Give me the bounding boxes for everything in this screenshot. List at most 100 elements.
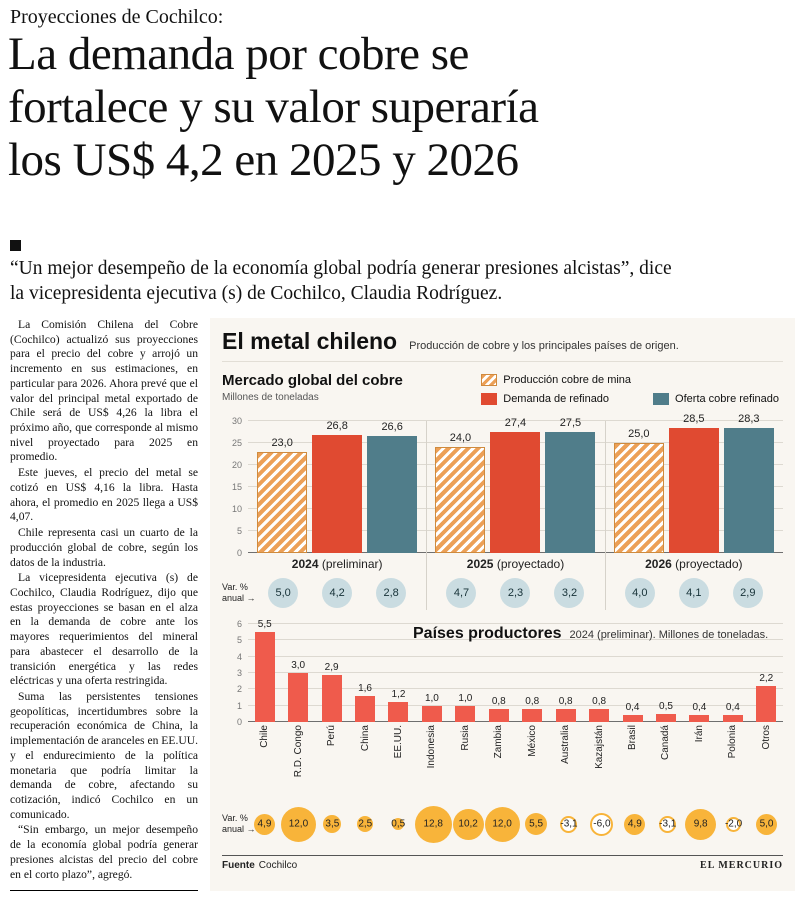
country-label-cell: Perú xyxy=(315,725,348,803)
group-note: (preliminar) xyxy=(318,557,383,571)
var-circle-label: 2,5 xyxy=(358,818,373,830)
bar-slot: 24,0 xyxy=(435,421,486,553)
y-tick-label: 1 xyxy=(236,700,242,711)
producers-plot: Países productores 2024 (preliminar). Mi… xyxy=(248,619,783,722)
bar-value-label: 28,5 xyxy=(683,412,705,425)
bar-value-label: 0,5 xyxy=(659,700,673,712)
y-tick-label: 4 xyxy=(236,651,242,662)
headline: La demanda por cobre se fortalece y su v… xyxy=(8,28,539,187)
y-tick-label: 6 xyxy=(236,619,242,629)
var-circle-label: 4,9 xyxy=(257,818,272,830)
producers-chart: 0 1 2 3 4 5 6 Países productores 2024 (prelimi… xyxy=(222,619,783,845)
gridline xyxy=(248,688,783,690)
y-tick-label: 15 xyxy=(231,482,242,492)
bar-value-label: 25,0 xyxy=(628,428,650,440)
infographic-panel: El metal chileno Producción de cobre y l… xyxy=(210,318,795,892)
var-circle: 4,2 xyxy=(322,578,353,608)
var-group: 4,7 2,3 3,2 xyxy=(426,578,604,608)
gridline xyxy=(248,420,783,421)
country-label: China xyxy=(359,725,371,752)
bar-group: 23,0 26,8 26,6 xyxy=(248,420,426,553)
y-tick-label: 10 xyxy=(231,504,242,514)
group-label: 2026 (proyectado) xyxy=(605,557,783,571)
global-yaxis: 0 5 10 15 20 25 30 xyxy=(222,416,242,558)
producer-bar xyxy=(488,708,509,722)
bar-value-label: 5,5 xyxy=(257,619,272,631)
producers-var-row: Var. % anual → 4,9 12,0 3,5 2,5 0,5 12,8 10,2 1… xyxy=(222,803,783,845)
gridline xyxy=(248,704,783,706)
producer-bar xyxy=(455,705,476,722)
producer-bar xyxy=(689,715,710,722)
var-circle-label: -2,0 xyxy=(724,818,743,830)
bar-slot: 23,0 xyxy=(257,421,308,553)
var-circle-cell: 2,5 xyxy=(357,816,374,832)
var-circle-cell: 5,5 xyxy=(525,813,548,835)
legend-item: Demanda de refinado xyxy=(481,393,631,405)
var-circle: 10,2 xyxy=(452,808,484,840)
article-body: La Comisión Chilena del Cobre (Cochilco)… xyxy=(10,318,198,892)
country-label-cell: Polonia xyxy=(716,725,749,803)
country-label: R.D. Congo xyxy=(292,725,304,778)
var-circle-label: 10,2 xyxy=(458,818,478,830)
producers-gridlines xyxy=(248,623,783,722)
bar-value-label: 2,2 xyxy=(759,673,774,685)
bar-value-label: 0,4 xyxy=(625,702,640,714)
kicker: Proyecciones de Cochilco: xyxy=(10,6,224,28)
producers-bars: 5,5 3,0 2,9 1,6 1,2 1,0 1,0 0,8 0,8 0,8 0,8 0,4 0,5 0… xyxy=(248,619,783,722)
var-circle-cell: -3,1 xyxy=(560,815,578,833)
bar-slot: 5,5 xyxy=(248,619,281,722)
var-label-line1: Var. % xyxy=(222,582,248,593)
var-circle-cell: 0,5 xyxy=(391,818,405,830)
y-tick-label: 0 xyxy=(236,717,242,727)
global-plot: 23,0 26,8 26,6 24,0 27,4 27,5 25,0 28,5 28,3 xyxy=(248,413,783,553)
var-circle-label: 12,0 xyxy=(492,818,512,830)
bar-value-label: 23,0 xyxy=(271,436,293,449)
var-circle-cell: -6,0 xyxy=(590,812,614,836)
group-year: 2024 xyxy=(291,557,319,571)
country-label-cell: Indonesia xyxy=(415,725,448,803)
var-circle: 5,0 xyxy=(756,813,778,835)
var-group: 4,0 4,1 2,9 xyxy=(605,578,783,608)
var-circle-cell: 3,5 xyxy=(323,815,342,833)
bar-slot: 1,0 xyxy=(415,624,448,722)
var-circle-cell: 10,2 xyxy=(452,808,484,840)
bar-slot: 0,8 xyxy=(582,624,615,722)
bar-value-label: 26,6 xyxy=(381,420,403,433)
country-label: Polonia xyxy=(727,725,739,759)
solid-teal-bar xyxy=(545,432,596,553)
bar-slot: 26,8 xyxy=(312,420,363,553)
var-circle: 12,8 xyxy=(414,805,452,843)
group-divider xyxy=(604,421,606,610)
bar-value-label: 0,4 xyxy=(692,702,707,714)
producer-bar xyxy=(756,686,777,722)
var-circle-cell: -2,0 xyxy=(724,816,743,832)
producer-bar xyxy=(288,673,309,722)
producers-chart-title: Países productores xyxy=(413,625,562,642)
source-name: Cochilco xyxy=(258,860,298,871)
country-label-cell: Rusia xyxy=(449,725,482,803)
producer-bar xyxy=(589,708,610,722)
global-copper-chart: 0 5 10 15 20 25 30 23,0 26,8 26,6 24,0 27,4 27,5 25,… xyxy=(222,413,783,610)
legend-item: Oferta cobre refinado xyxy=(653,393,779,405)
var-label-line2: anual xyxy=(222,593,245,603)
var-circle-cell: 12,0 xyxy=(484,806,520,842)
producer-bar xyxy=(555,708,576,722)
headline-line: los US$ 4,2 en 2025 y 2026 xyxy=(8,134,519,187)
bar-value-label: 0,8 xyxy=(491,695,506,707)
arrow-icon: → xyxy=(246,824,256,834)
var-circle-cell: 12,8 xyxy=(414,805,452,843)
y-tick-label: 25 xyxy=(231,438,242,448)
bar-value-label: 0,8 xyxy=(592,695,607,707)
var-circle-label: 9,8 xyxy=(693,818,708,830)
country-label: Rusia xyxy=(459,725,471,751)
country-label-cell: México xyxy=(516,725,549,803)
country-label: Australia xyxy=(560,725,572,764)
producers-yaxis: 0 1 2 3 4 5 6 xyxy=(222,619,242,727)
var-label-line1: Var. % xyxy=(222,813,248,824)
producer-bar xyxy=(355,695,376,722)
infographic-subtitle: Producción de cobre y los principales pa… xyxy=(409,340,679,352)
country-label: Brasil xyxy=(627,725,639,751)
var-circle: 5,5 xyxy=(525,813,548,835)
country-label-cell: China xyxy=(348,725,381,803)
body-paragraph: Este jueves, el precio del metal se coti… xyxy=(10,466,198,524)
